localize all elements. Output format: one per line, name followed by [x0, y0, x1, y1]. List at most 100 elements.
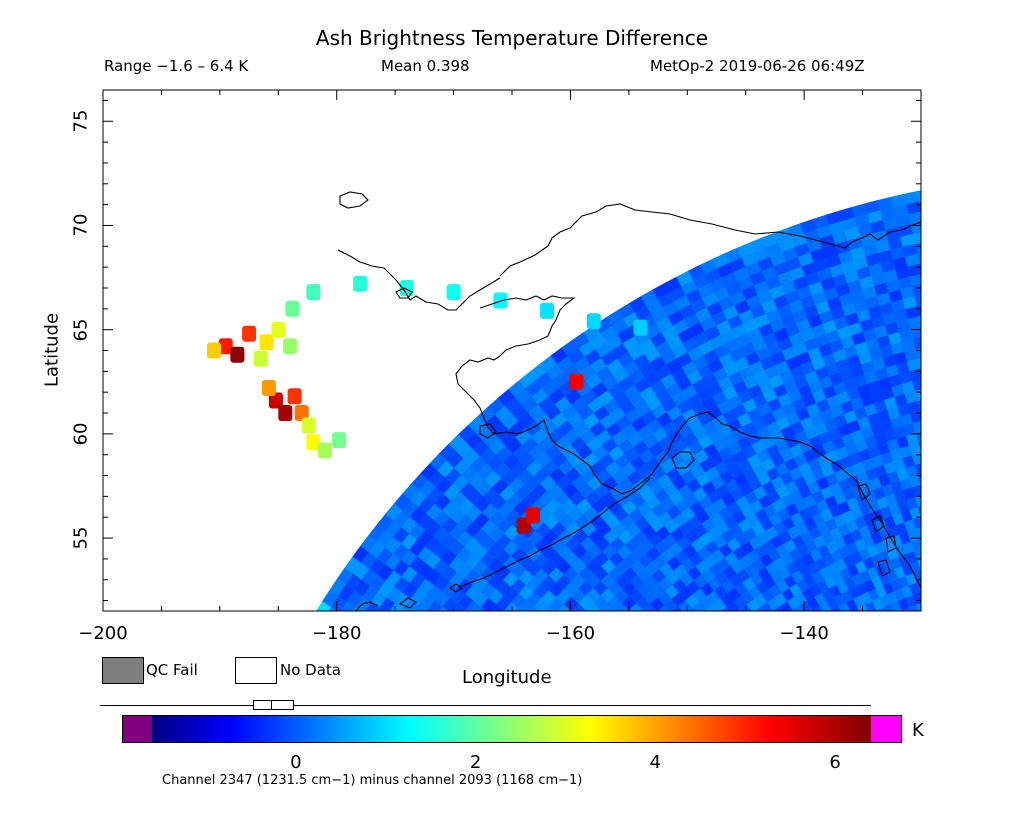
swath-cell [795, 653, 807, 666]
swath-cell [636, 625, 650, 639]
swath-cell [346, 651, 361, 667]
swath-cell [738, 657, 751, 670]
swath-cell [1006, 423, 1017, 435]
ash-cell [586, 313, 601, 330]
swath-cell [666, 667, 680, 680]
swath-cell [664, 626, 678, 640]
island-archipelago-1 [857, 483, 871, 501]
swath-cell [629, 760, 642, 773]
swath-cell [973, 407, 985, 419]
swath-cell [390, 677, 405, 693]
swath-cell [952, 558, 963, 570]
swath-cell [959, 441, 971, 453]
swath-cell [965, 305, 978, 317]
swath-cell [746, 691, 759, 704]
swath-cell [998, 187, 1012, 199]
swath-cell [634, 753, 647, 766]
swath-cell [580, 758, 593, 771]
swath-cell [991, 322, 1004, 334]
swath-cell [994, 518, 1004, 530]
swath-cell [699, 753, 712, 766]
swath-cell [918, 441, 921, 452]
y-axis-title: Latitude [41, 312, 63, 388]
swath-cell [960, 556, 970, 568]
swath-cell [970, 335, 983, 347]
swath-cell [563, 676, 577, 690]
swath-cell [984, 271, 997, 283]
swath-cell [698, 624, 711, 638]
swath-cell [623, 700, 637, 713]
swath-cell [795, 666, 807, 679]
swath-cell [726, 615, 739, 629]
swath-cell [979, 241, 993, 253]
swath-cell [978, 231, 992, 243]
swath-cell [809, 609, 814, 611]
swath-cell [951, 224, 965, 236]
swath-cell [933, 196, 948, 209]
swath-cell [622, 624, 636, 638]
swath-cell [713, 679, 726, 692]
swath-cell [725, 655, 738, 668]
swath-cell [860, 626, 871, 639]
swath-cell [947, 507, 958, 519]
swath-cell [919, 263, 921, 271]
swath-cell [445, 684, 460, 699]
swath-cell [977, 479, 988, 491]
swath-cell [1015, 411, 1024, 422]
swath-cell [993, 404, 1005, 416]
swath-cell [946, 194, 961, 206]
swath-cell [628, 779, 641, 792]
swath-cell [415, 636, 430, 652]
swath-cell [1003, 464, 1014, 476]
x-axis-title: Longitude [462, 667, 552, 688]
swath-cell [969, 523, 980, 535]
swath-cell [991, 229, 1005, 241]
swath-cell [926, 428, 938, 440]
swath-cell [944, 497, 955, 509]
swath-cell [789, 644, 801, 657]
swath-cell [920, 484, 921, 486]
swath-cell [470, 646, 485, 661]
swath-cell [770, 671, 782, 684]
coastline [337, 191, 921, 611]
swath-cell [764, 650, 777, 663]
swath-cell [376, 640, 391, 656]
swath-cell [1017, 432, 1024, 443]
swath-cell [993, 332, 1006, 344]
swath-cell [944, 184, 959, 196]
swath-cell [982, 261, 996, 273]
swath-cell [957, 431, 969, 443]
swath-cell [391, 635, 406, 651]
swath-cell [681, 759, 694, 772]
ash-cell [301, 417, 316, 434]
swath-cell [674, 675, 687, 688]
swath-cell [684, 771, 697, 783]
swath-cell [479, 652, 494, 667]
swath-cell [998, 538, 1008, 550]
swath-cell [712, 612, 725, 626]
swath-cell [914, 495, 921, 508]
swath-cell [664, 613, 678, 627]
swath-cell [701, 690, 714, 703]
swath-cell [976, 553, 986, 565]
swath-cell [363, 661, 378, 677]
swath-cell [957, 182, 972, 194]
swath-cell [942, 246, 956, 258]
swath-cell [652, 653, 666, 667]
swath-cell [853, 630, 865, 643]
swath-cell [992, 549, 1002, 561]
coastline-aleutian-chain [461, 477, 651, 587]
swath-cell [938, 226, 953, 238]
colorbar-under [122, 715, 152, 743]
swath-cell [1016, 421, 1024, 432]
swath-cell [936, 563, 947, 575]
swath-cell [948, 475, 959, 487]
swath-cell [438, 638, 453, 653]
swath-cell [587, 695, 601, 709]
swath-cell [986, 364, 998, 376]
swath-cell [650, 625, 664, 639]
swath-cell [912, 336, 921, 349]
swath-cell [953, 495, 964, 507]
swath-cell [978, 563, 988, 575]
swath-cell [672, 771, 685, 783]
